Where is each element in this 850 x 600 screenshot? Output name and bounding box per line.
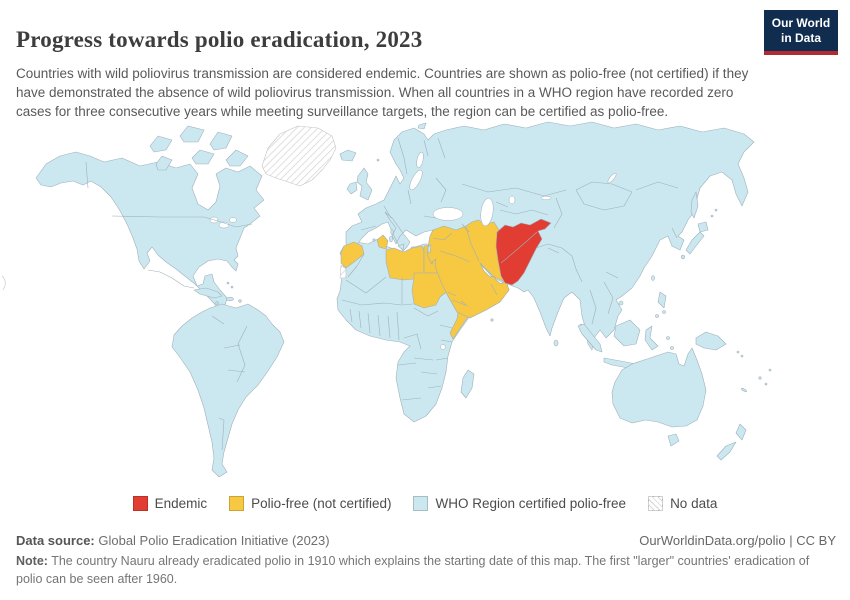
map-root (1, 121, 772, 478)
note-text: The country Nauru already eradicated pol… (16, 554, 810, 586)
map-note: Note: The country Nauru already eradicat… (16, 553, 836, 589)
legend-swatch-no-data (648, 496, 664, 511)
country-united-kingdom[interactable] (356, 167, 373, 201)
legend-item-no-data[interactable]: No data (648, 496, 717, 511)
map-subtitle: Countries with wild poliovirus transmiss… (16, 65, 749, 120)
country-australia[interactable] (611, 347, 707, 428)
aral-sea (508, 195, 516, 205)
region-middle-east[interactable] (426, 219, 510, 319)
lake-victoria (440, 344, 446, 350)
page-title: Progress towards polio eradication, 2023 (16, 27, 423, 53)
owid-logo-stripe (764, 51, 838, 55)
legend-item-certified[interactable]: WHO Region certified polio-free (413, 496, 626, 511)
gulf-of-bothnia (416, 151, 424, 169)
country-israel[interactable] (427, 244, 432, 254)
legend-label-no-data: No data (670, 496, 718, 511)
legend-label-endemic: Endemic (154, 496, 208, 511)
seas-and-lakes (209, 151, 617, 350)
baltic-sea (409, 169, 423, 191)
country-morocco[interactable] (340, 241, 365, 269)
country-iceland[interactable] (339, 149, 357, 162)
legend-swatch-polio-free (229, 496, 245, 511)
lake-baikal (607, 172, 617, 184)
country-tasmania[interactable] (667, 433, 680, 447)
country-madagascar[interactable] (460, 369, 475, 399)
country-south-america[interactable] (171, 303, 285, 478)
map-footer: Data source: Global Polio Eradication In… (16, 533, 836, 589)
world-choropleth-map[interactable] (0, 120, 850, 492)
country-new-zealand[interactable] (716, 423, 747, 461)
data-source-text: Global Polio Eradication Initiative (202… (94, 533, 330, 548)
country-ireland[interactable] (346, 181, 358, 195)
legend-label-certified: WHO Region certified polio-free (435, 496, 627, 511)
owid-logo-line1: Our World (771, 16, 831, 30)
region-no-data[interactable] (261, 125, 347, 279)
country-afghanistan-pakistan[interactable] (495, 218, 552, 286)
country-new-guinea[interactable] (695, 331, 727, 351)
region-endemic[interactable] (495, 218, 552, 286)
country-japan[interactable] (685, 221, 709, 255)
black-sea (432, 207, 464, 221)
owid-logo[interactable]: Our World in Data (764, 10, 838, 55)
country-greenland[interactable] (261, 125, 337, 187)
region-polio-free-not-certified[interactable] (340, 219, 510, 340)
region-certified-polio-free[interactable] (35, 121, 772, 478)
country-cuba[interactable] (193, 287, 223, 299)
lake-balkhash (540, 195, 552, 201)
country-philippines[interactable] (657, 291, 667, 309)
legend-item-polio-free[interactable]: Polio-free (not certified) (229, 496, 391, 511)
map-legend: Endemic Polio-free (not certified) WHO R… (0, 496, 850, 511)
legend-swatch-certified (413, 496, 429, 511)
country-western-sahara[interactable] (339, 264, 347, 279)
note-label: Note: (16, 554, 48, 568)
country-tunisia[interactable] (376, 234, 389, 250)
owid-logo-line2: in Data (780, 31, 821, 45)
region-certified-overlay[interactable] (427, 244, 432, 254)
data-source-label: Data source: (16, 533, 95, 548)
legend-swatch-endemic (132, 496, 148, 511)
data-source: Data source: Global Polio Eradication In… (16, 533, 330, 548)
legend-item-endemic[interactable]: Endemic (132, 496, 208, 511)
country-borders (1, 137, 679, 451)
legend-label-polio-free: Polio-free (not certified) (251, 496, 392, 511)
caspian-sea (480, 197, 494, 227)
country-north-america[interactable] (35, 151, 265, 309)
antimeridian-wrap-fragment (1, 275, 6, 291)
attribution-link[interactable]: OurWorldinData.org/polio | CC BY (639, 533, 836, 548)
